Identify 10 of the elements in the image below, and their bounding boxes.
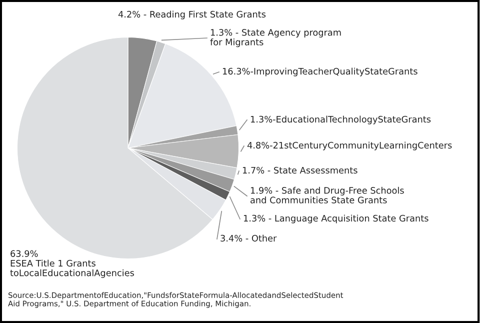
slice-label: 4.8%-21stCenturyCommunityLearningCenters xyxy=(247,142,452,150)
slice-label: 1.3% - Language Acquisition State Grants xyxy=(244,214,428,224)
slice-label: 4.2% - Reading First State Grants xyxy=(118,10,266,20)
slice-label: 1.3% - State Agency program for Migrants xyxy=(210,29,341,48)
slice-label: 16.3%-ImprovingTeacherQualityStateGrants xyxy=(222,68,418,76)
slice-label: 1.9% - Safe and Drug-Free Schools and Communities State Grants xyxy=(250,186,404,204)
slice-label: 63.9% ESEA Title 1 Grants toLocalEducationalAgencies xyxy=(10,250,134,278)
slice-label: 1.3%-EducationalTechnologyStateGrants xyxy=(250,116,431,124)
slice-label: 1.7% - State Assessments xyxy=(242,166,358,174)
slice-label: 3.4% - Other xyxy=(220,234,277,242)
